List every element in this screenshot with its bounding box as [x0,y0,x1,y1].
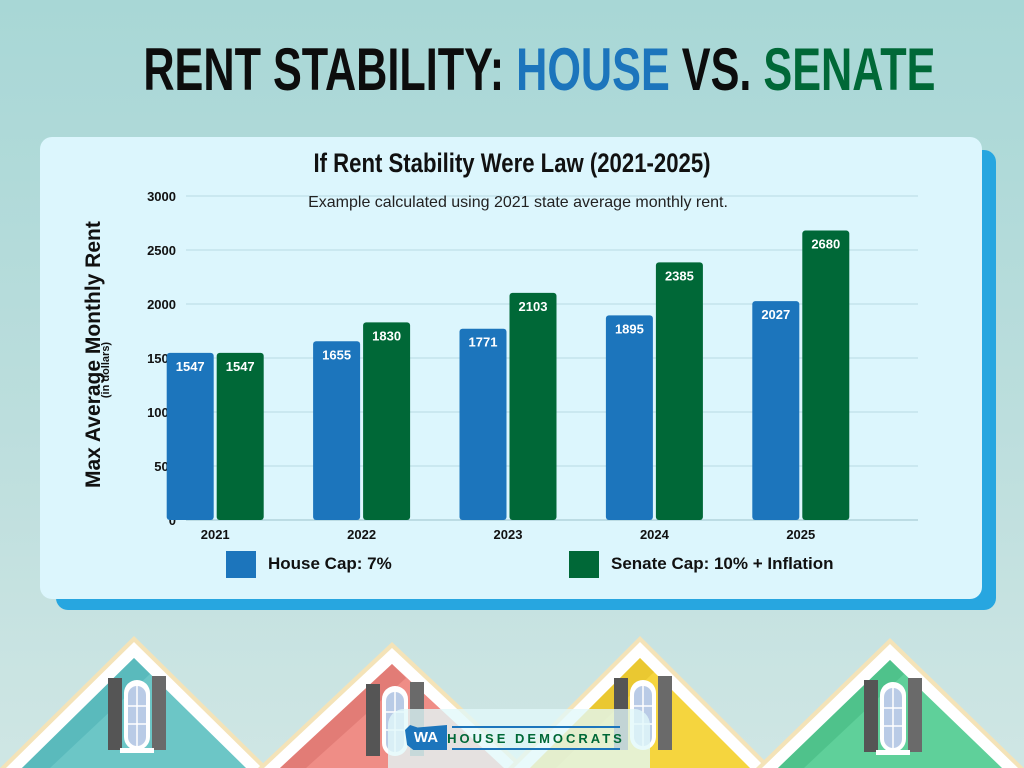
x-tick-label: 2022 [347,527,376,542]
page-headline: RENT STABILITY: HOUSE VS. SENATE [143,30,935,110]
roof-teal [0,636,268,768]
headline-house: HOUSE [516,36,670,103]
data-label: 2680 [811,237,840,252]
bar-senate [802,230,850,520]
bars: 1547 1547 1655 1830 1771 2103 1895 2385 2027 2680 [166,230,850,520]
x-tick-label: 2024 [640,527,670,542]
data-label: 2385 [665,268,694,283]
x-tick-label: 2021 [201,527,230,542]
bar-house [605,315,653,520]
headline-text: RENT STABILITY: [143,36,517,103]
data-label: 2103 [519,299,548,314]
data-label: 1547 [226,359,255,374]
headline-vs: VS. [669,36,764,103]
y-axis-sublabel: (in dollars) [100,341,112,399]
headline-senate: SENATE [763,36,936,103]
legend-swatch-senate [569,550,599,578]
chart-subtitle: Example calculated using 2021 state aver… [308,194,728,211]
data-label: 1547 [176,359,205,374]
x-tick-label: 2025 [786,527,815,542]
chart-title: If Rent Stability Were Law (2021-2025) [313,148,711,178]
y-axis-label-group: Max Average Monthly Rent (in dollars) [62,221,122,510]
bar-house [459,328,507,520]
data-label: 1655 [322,347,351,362]
y-tick-label: 0 [169,513,176,528]
bar-senate [509,292,557,520]
legend-item-house: House Cap: 7% [226,550,392,578]
legend-label-senate: Senate Cap: 10% + Inflation [611,554,834,573]
data-label: 1895 [615,321,644,336]
bar-senate [655,262,703,520]
bar-senate [363,322,411,520]
bar-house [166,352,214,520]
washington-state-logo-icon: WA [405,725,447,750]
logo-text: HOUSE DEMOCRATS [447,726,622,750]
y-tick-label: 3000 [147,189,176,204]
x-axis-ticks: 2021 2022 2023 2024 2025 [201,527,816,542]
data-label: 1830 [372,328,401,343]
legend-swatch-house [226,550,256,578]
roof-green [756,638,1024,768]
bar-house [752,301,800,520]
data-label: 2027 [761,307,790,322]
legend-item-senate: Senate Cap: 10% + Inflation [569,550,833,578]
legend-label-house: House Cap: 7% [268,554,392,573]
y-tick-label: 2000 [147,297,176,312]
bar-house [313,341,361,520]
y-tick-label: 2500 [147,243,176,258]
data-label: 1771 [469,335,498,350]
bar-senate [216,352,264,520]
x-tick-label: 2023 [494,527,523,542]
